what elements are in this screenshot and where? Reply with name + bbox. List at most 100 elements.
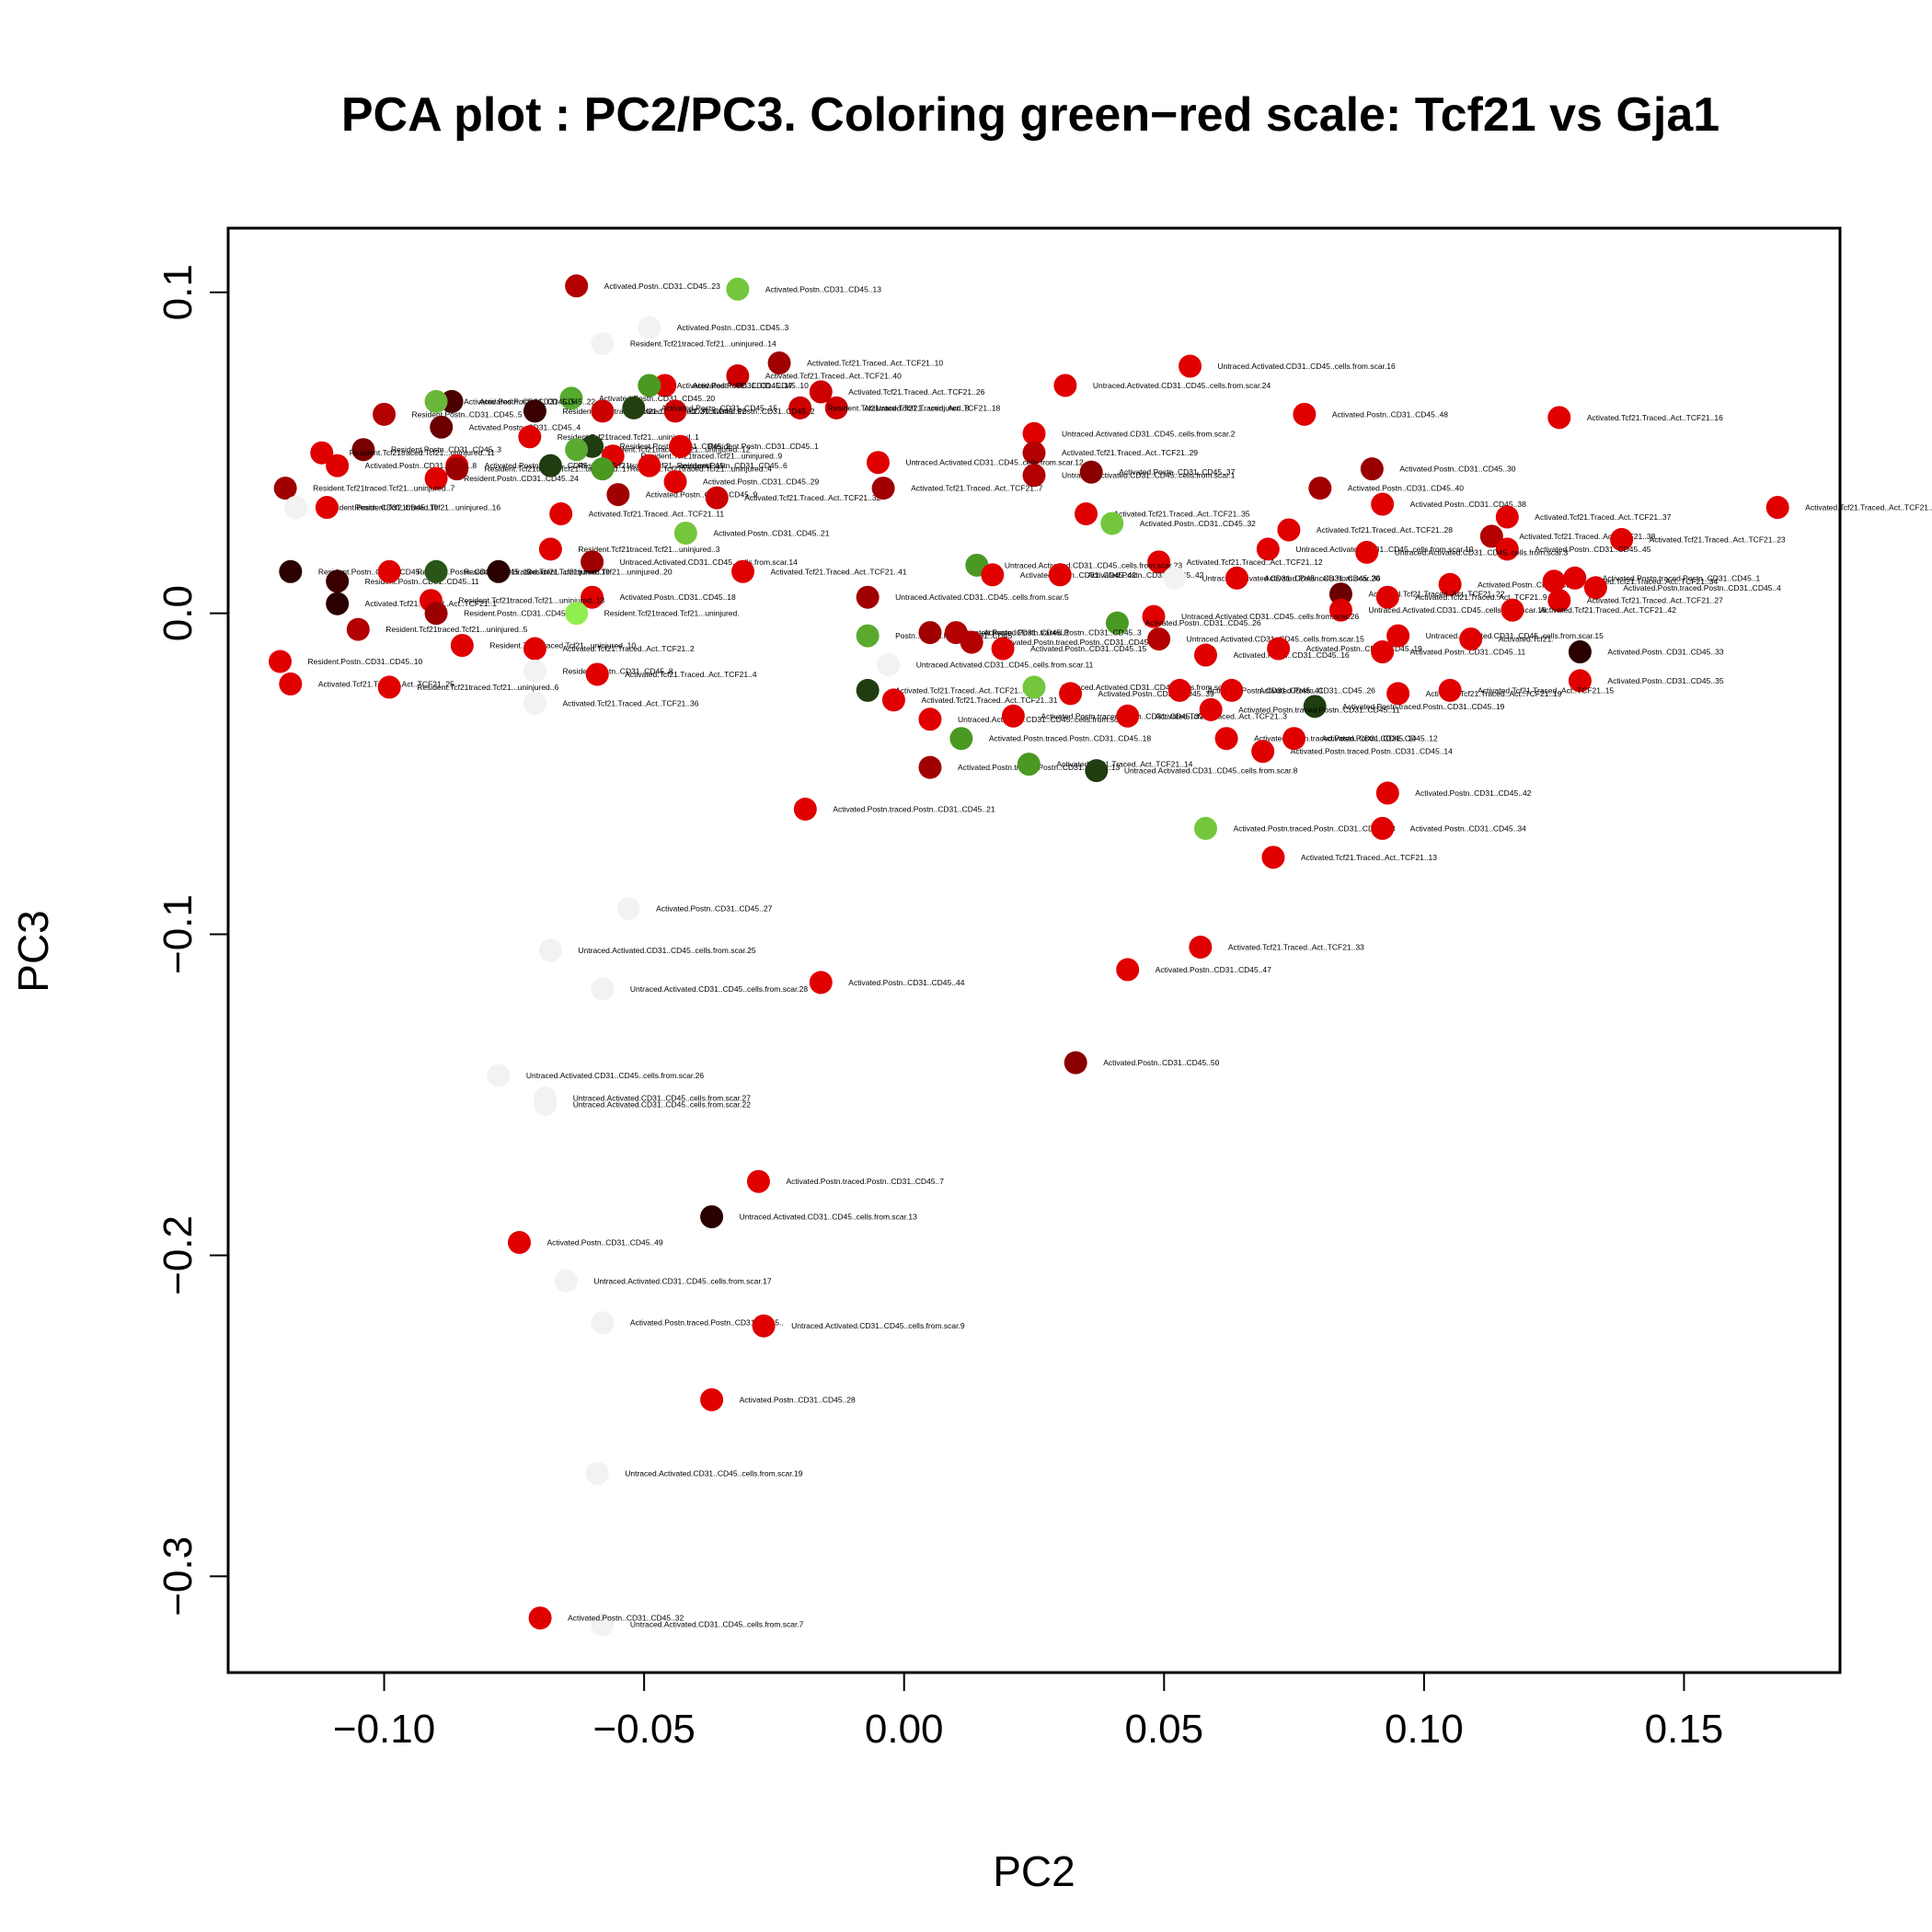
point-label: Resident.Tcf21traced.Tcf21...uninjured..… [526, 567, 673, 576]
data-point [918, 707, 942, 731]
data-point [1163, 566, 1187, 590]
point-label: Activated.Postn..CD31..CD45..38 [1410, 500, 1526, 509]
point-label: Activated.Postn..CD31..CD45..21 [713, 528, 829, 537]
data-point [1189, 936, 1213, 960]
data-point [1610, 527, 1634, 551]
data-point [1501, 598, 1524, 622]
point-label: Untraced.Activated.CD31..CD45..cells.fro… [573, 1093, 751, 1102]
data-point [1022, 464, 1046, 488]
point-label: Untraced.Activated.CD31..CD45..cells.fro… [573, 1099, 751, 1109]
point-label: Activated.Postn..CD31..CD45..45 [1535, 545, 1650, 554]
data-point [1371, 492, 1395, 516]
point-label: Resident.Tcf21traced.Tcf21...uninjured..… [313, 484, 454, 493]
point-label: Activated.Tcf21.Traced..Act..TCF21..16 [1587, 413, 1723, 422]
point-label: Activated.Tcf21.Traced..Act..TCF21..38 [1519, 532, 1655, 541]
data-point [424, 559, 448, 583]
point-label: Activated.Postn..CD31..CD45..42 [1020, 570, 1136, 580]
data-point [1225, 566, 1248, 590]
point-label: Activated.Postn.traced.Postn..CD31..CD45… [1238, 705, 1400, 714]
data-point [638, 316, 661, 339]
data-point [591, 1311, 615, 1335]
data-point [1064, 1051, 1087, 1075]
data-point [1328, 582, 1352, 606]
data-point [1059, 682, 1083, 706]
data-point [746, 1169, 770, 1193]
point-label: Untraced.Activated.CD31..CD45..cells.fro… [791, 1321, 965, 1330]
point-label: Resident.Postn..CD31..CD45..8 [562, 666, 673, 675]
point-label: Activated.Postn..CD31..CD45..13 [765, 284, 881, 293]
point-label: Activated.Tcf21.Traced..Act..TCF21..2 [562, 644, 695, 653]
data-point [673, 521, 697, 545]
data-point [591, 332, 615, 356]
point-label: Resident.Tcf21traced.Tcf21...uninjured..… [828, 403, 970, 412]
point-label: Activated.Tcf21.Traced..Act..TCF21..7 [911, 484, 1043, 493]
data-point [1303, 695, 1327, 719]
point-label: Resident.Tcf21traced.Tcf21...uninjured..… [385, 625, 527, 634]
data-point [1547, 406, 1571, 430]
point-label: Activated.Postn..CD31..CD45..15 [661, 403, 777, 412]
data-point [856, 624, 880, 648]
point-label: Activated.Postn..CD31..CD45..37 [1119, 467, 1235, 477]
point-label: Activated.Postn..CD31..CD45..47 [1156, 965, 1271, 974]
data-point [1001, 704, 1025, 728]
point-label: Resident.Postn..CD31..CD45..19 [323, 503, 438, 512]
data-point [991, 637, 1015, 661]
data-point [881, 688, 905, 712]
point-label: Activated.Tcf21.Traced..Act..TCF21..19 [1426, 689, 1562, 698]
data-point [1116, 958, 1140, 982]
point-label: Resident.Tcf21traced.Tcf21...uninjured..… [640, 452, 782, 461]
point-label: Resident.Postn..CD31..CD45..12 [417, 567, 532, 576]
point-label: Activated.Postn..CD31..CD45..18 [620, 592, 736, 602]
data-point [1360, 457, 1384, 481]
x-tick-label: 0.10 [1385, 1707, 1464, 1752]
point-label: Resident.Tcf21traced.Tcf21...uninjured..… [489, 641, 636, 650]
data-point [273, 477, 297, 500]
data-point [1100, 512, 1124, 535]
data-point [581, 550, 604, 574]
data-point [1142, 604, 1166, 628]
point-label: Untraced.Activated.CD31..CD45..cells.fro… [1181, 612, 1359, 621]
point-label: Activated.Postn.traced.Postn..CD31..CD45… [1603, 573, 1761, 582]
x-tick-label: −0.10 [333, 1707, 435, 1752]
data-point [1116, 704, 1140, 728]
data-point [1765, 496, 1789, 520]
data-point [700, 1205, 724, 1229]
data-point [487, 559, 511, 583]
data-point [1267, 637, 1291, 661]
data-point [1167, 678, 1191, 702]
data-point [606, 483, 630, 507]
data-point [424, 602, 448, 626]
point-label: Untraced.Activated.CD31..CD45..cells.fro… [905, 458, 1083, 467]
point-label: Activated.Tcf21.Traced..Act..TCF21..12 [1187, 558, 1323, 567]
point-label: Activated.Postn..CD31..CD45..39 [1098, 689, 1214, 698]
data-point [591, 399, 615, 423]
data-point [1199, 697, 1223, 721]
point-label: Activated.Postn..CD31..CD45..40 [1348, 484, 1464, 493]
point-label: Resident.Postn..CD31..CD45..6 [464, 609, 574, 618]
data-point [726, 363, 750, 387]
data-point [981, 563, 1005, 587]
point-label: Activated.Tcf21.Traced..Act..TCF21..33 [1228, 943, 1364, 952]
point-label: Activated.Tcf21.Traced..Act..TCF21..14 [1056, 760, 1192, 769]
point-label: Untraced.Activated.CD31..CD45..cells.fro… [620, 558, 798, 567]
data-point [1375, 781, 1399, 805]
y-tick-label: 0.0 [155, 585, 201, 641]
point-label: Activated.Postn..CD31..CD45..46 [1478, 580, 1593, 589]
point-label: Untraced.Activated.CD31..CD45..cells.fro… [895, 592, 1069, 602]
point-label: Untraced.Activated.CD31..CD45..cells.fro… [1218, 362, 1396, 371]
point-label: Untraced.Activated.CD31..CD45..cells.fro… [1062, 429, 1236, 438]
point-label: Untraced.Activated.CD31..CD45..cells.fro… [740, 1213, 917, 1222]
data-point [585, 662, 609, 686]
point-label: Activated.Tcf21.Traced..Act..TCF21..4 [625, 670, 757, 679]
point-label: Resident.Postn..CD31..CD45..1 [318, 567, 429, 576]
point-label: Activated.Tcf21.Traced..Act..TCF21..29 [1062, 448, 1198, 457]
data-point [450, 634, 474, 658]
point-label: Untraced.Activated.CD31..CD45..cells.fro… [630, 1620, 804, 1629]
data-point [1179, 354, 1202, 378]
point-label: Untraced.Activated.CD31..CD45..cells.fro… [1202, 573, 1380, 582]
point-label: Activated.Postn..CD31..CD45..50 [1103, 1058, 1219, 1067]
point-label: Activated.Postn..CD31..CD45..10 [693, 381, 809, 390]
data-point [518, 425, 542, 449]
point-label: Activated.Postn..CD31..CD45..12 [630, 407, 746, 416]
data-point [559, 386, 583, 410]
